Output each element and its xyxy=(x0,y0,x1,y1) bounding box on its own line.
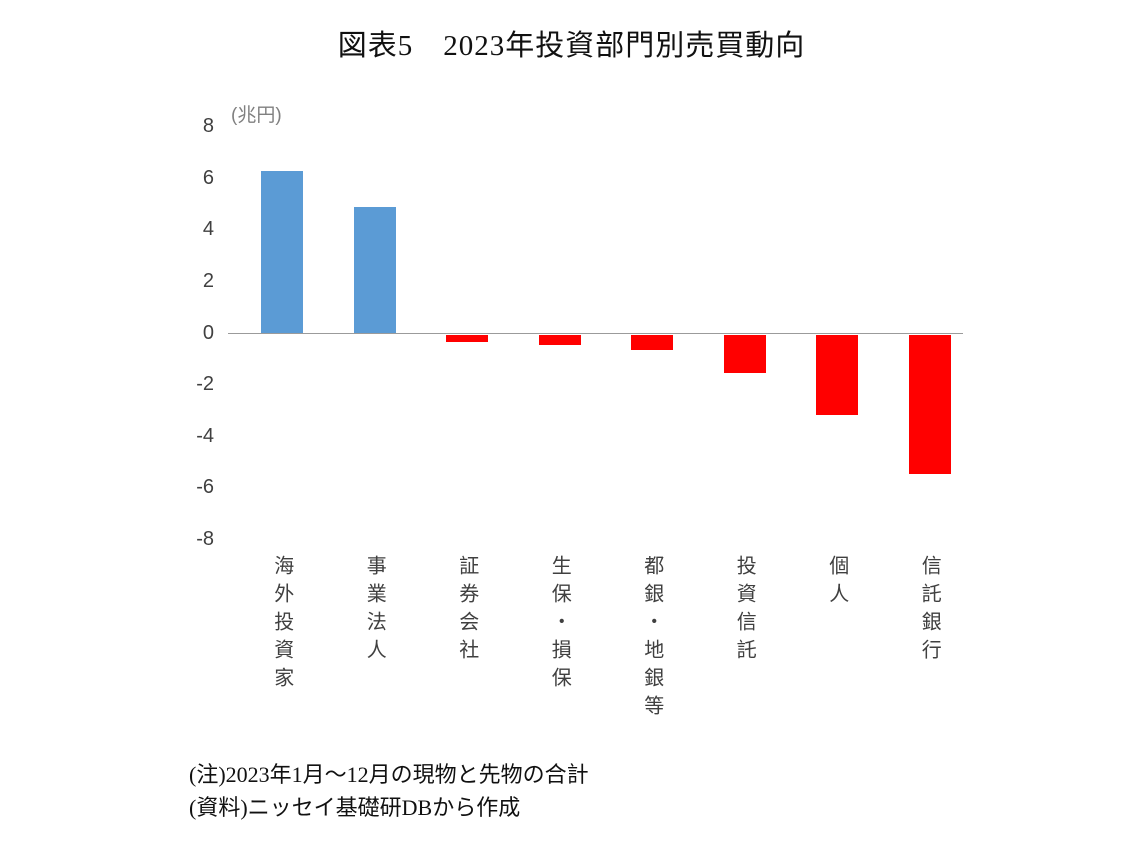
y-axis-tick-label: -8 xyxy=(196,528,214,551)
bar xyxy=(816,334,859,415)
chart-title: 図表5 2023年投資部門別売買動向 xyxy=(337,30,806,62)
category-label: 海外投資家 xyxy=(270,555,293,695)
y-axis-tick-label: 6 xyxy=(202,166,214,189)
y-axis-tick-label: 4 xyxy=(202,218,214,241)
y-axis-tick-label: -4 xyxy=(196,424,214,447)
y-axis-tick-label: -6 xyxy=(196,476,214,499)
bar xyxy=(723,334,766,374)
y-axis-unit-label: (兆円) xyxy=(231,105,282,126)
note-line-2: (資料)ニッセイ基礎研DBから作成 xyxy=(189,795,521,820)
category-label: 証券会社 xyxy=(455,555,478,667)
y-axis: 8 6 4 2 0 -2 -4 -6 -8 xyxy=(148,115,214,550)
category-label: 都銀・地銀等 xyxy=(640,555,663,723)
bar xyxy=(446,334,489,343)
category-label: 信託銀行 xyxy=(918,555,941,667)
bar xyxy=(261,170,304,334)
bar xyxy=(353,207,396,334)
category-label: 個人 xyxy=(825,555,848,611)
chart-notes: (注)2023年1月～12月の現物と先物の合計 (資料)ニッセイ基礎研DBから作… xyxy=(189,758,589,824)
category-label: 事業法人 xyxy=(363,555,386,667)
plot-area: 海外投資家 事業法人 証券会社 生保・損保 都銀・地銀等 投資信託 個人 信託銀行 xyxy=(228,127,976,723)
y-axis-tick-label: 8 xyxy=(202,115,214,138)
bar xyxy=(908,334,951,474)
category-label: 投資信託 xyxy=(733,555,756,667)
bar xyxy=(538,334,581,345)
zero-axis-line xyxy=(228,333,963,334)
category-label: 生保・損保 xyxy=(548,555,571,695)
note-line-1: (注)2023年1月～12月の現物と先物の合計 xyxy=(189,762,589,787)
y-axis-tick-label: -2 xyxy=(196,373,214,396)
y-axis-tick-label: 0 xyxy=(202,321,214,344)
y-axis-tick-label: 2 xyxy=(202,269,214,292)
bar xyxy=(631,334,674,350)
